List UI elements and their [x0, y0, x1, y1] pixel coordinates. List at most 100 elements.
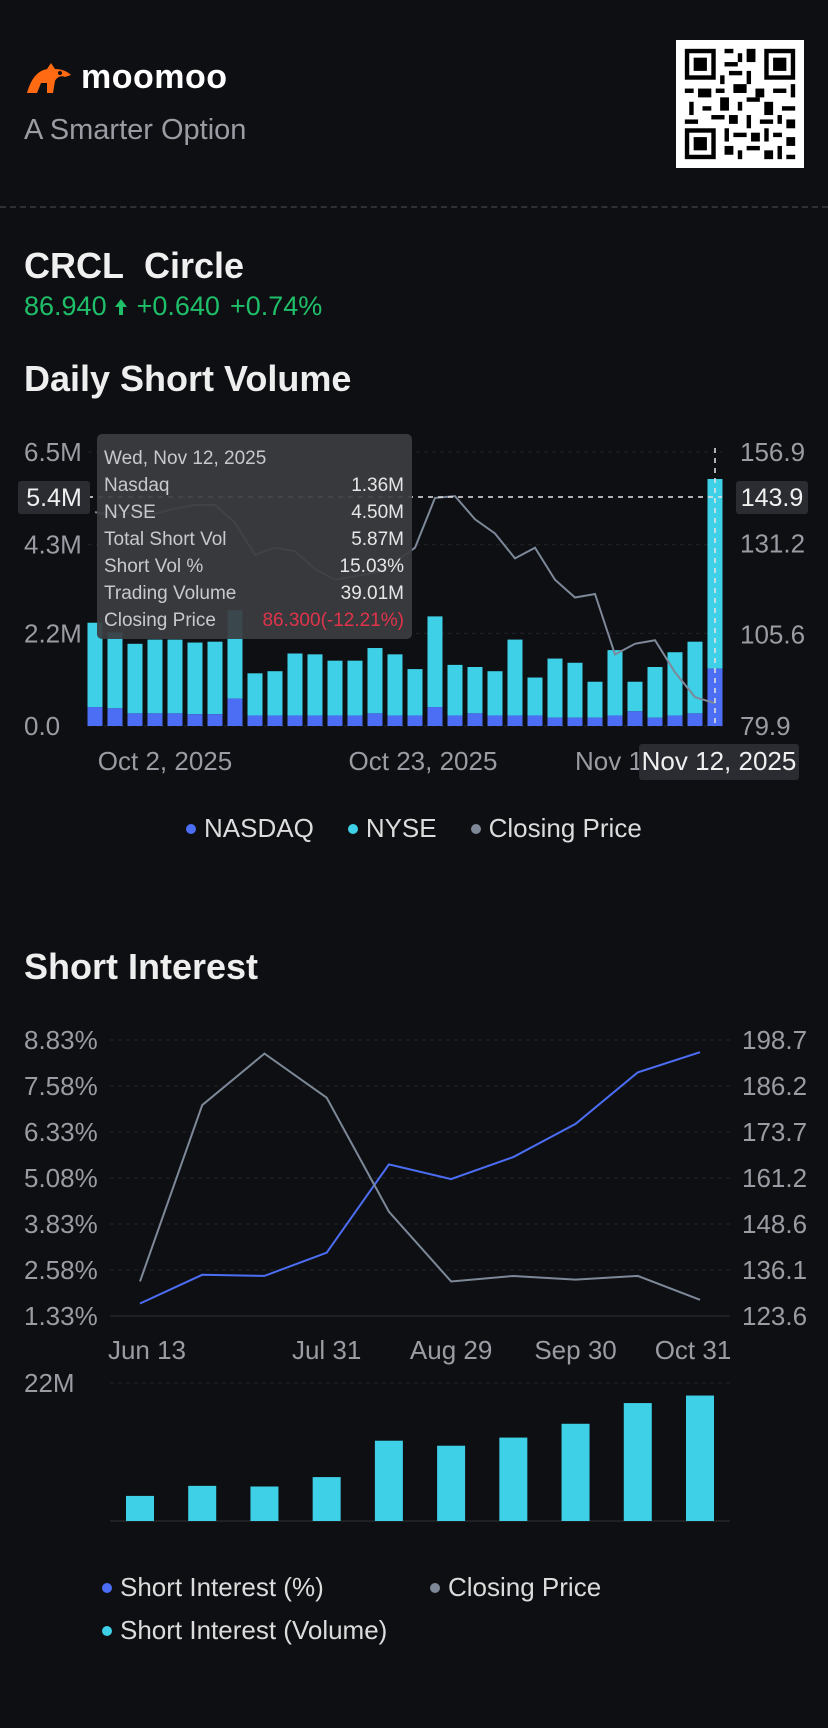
legend-dot-closing-price	[470, 823, 481, 834]
nyse-bar	[687, 641, 703, 714]
short-volume-legend: NASDAQ NYSE Closing Price	[186, 813, 642, 844]
nasdaq-bar	[107, 708, 123, 726]
nasdaq-bar	[167, 713, 183, 726]
si-y-left-tick: 7.58%	[24, 1071, 98, 1101]
si-y-right-tick: 123.6	[742, 1301, 807, 1331]
sv-x-tick: Oct 23, 2025	[349, 746, 498, 776]
nasdaq-bar	[507, 715, 523, 726]
nyse-bar	[287, 653, 303, 716]
sv-y-left-tick: 4.3M	[24, 530, 82, 560]
nyse-bar	[427, 616, 443, 708]
nyse-bar	[307, 654, 323, 716]
nyse-bar	[207, 641, 223, 715]
legend-dot-nasdaq	[186, 823, 196, 834]
nasdaq-bar	[287, 715, 303, 726]
si-x-tick: Sep 30	[534, 1335, 616, 1365]
nasdaq-bar	[207, 714, 223, 726]
tooltip-row-label: Total Short Vol	[104, 529, 227, 550]
si-x-tick: Jun 13	[108, 1335, 186, 1365]
tooltip-row-label: Short Vol %	[104, 556, 203, 577]
stock-change-pct: +0.74%	[229, 291, 323, 321]
si-y-left-tick: 3.83%	[24, 1209, 98, 1239]
legend-nyse: NYSE	[365, 813, 437, 843]
nasdaq-bar	[607, 715, 623, 726]
legend-dot-short-interest-pct	[102, 1582, 112, 1593]
nyse-bar	[267, 671, 283, 716]
nasdaq-bar	[427, 707, 443, 726]
sv-y-right-tick: 156.9	[740, 437, 805, 467]
sv-x-tick: Nov 1	[575, 746, 643, 776]
nyse-bar	[327, 660, 343, 716]
nasdaq-bar	[367, 713, 383, 726]
tooltip-row-label: Closing Price	[104, 610, 216, 631]
nyse-bar	[707, 478, 723, 669]
nasdaq-bar	[447, 715, 463, 726]
tagline: A Smarter Option	[24, 114, 247, 146]
nyse-bar	[107, 632, 123, 709]
tooltip-row-value: 39.01M	[341, 583, 404, 604]
nasdaq-bar	[707, 668, 723, 726]
nyse-bar	[247, 673, 263, 716]
nyse-bar	[147, 639, 163, 714]
legend-short-interest-volume: Short Interest (Volume)	[120, 1615, 388, 1645]
stock-change: +0.640	[136, 291, 220, 321]
legend-si-closing-price: Closing Price	[448, 1572, 602, 1602]
si-x-tick: Jul 31	[292, 1335, 361, 1365]
nyse-bar	[467, 666, 483, 714]
si-volume-y-tick: 22M	[24, 1368, 75, 1398]
si-y-right-tick: 148.6	[742, 1209, 807, 1239]
crosshair-date-label: Nov 12, 2025	[642, 746, 797, 776]
short-interest-volume-bar	[499, 1437, 528, 1521]
legend-nasdaq: NASDAQ	[204, 813, 314, 843]
tooltip-row-value: 1.36M	[351, 475, 404, 496]
crosshair-right-label-box	[736, 481, 808, 514]
nasdaq-bar	[527, 715, 543, 726]
si-y-right-tick: 173.7	[742, 1117, 807, 1147]
qr-code	[676, 40, 804, 168]
nyse-bar	[607, 650, 623, 716]
nasdaq-bar	[247, 715, 263, 726]
sv-x-tick: Oct 2, 2025	[98, 746, 232, 776]
nasdaq-bar	[227, 698, 243, 726]
nyse-bar	[547, 658, 563, 718]
nasdaq-bar	[647, 717, 663, 726]
si-y-right-tick: 198.7	[742, 1025, 807, 1055]
short-interest-volume-bar	[188, 1485, 217, 1521]
crosshair-left-label-box	[18, 481, 90, 514]
legend-closing-price: Closing Price	[488, 813, 642, 843]
nyse-bar	[447, 664, 463, 716]
tooltip-row-value: 15.03%	[340, 556, 405, 577]
nyse-bar	[487, 671, 503, 716]
si-y-left-tick: 2.58%	[24, 1255, 98, 1285]
short-volume-title: Daily Short Volume	[24, 358, 352, 399]
nasdaq-bar	[587, 717, 603, 726]
crosshair-date-label-box	[639, 744, 799, 780]
nyse-bar	[407, 669, 423, 716]
short-interest-volume-bar	[250, 1486, 279, 1521]
sv-y-right-tick: 105.6	[740, 620, 805, 650]
nasdaq-bar	[187, 714, 203, 726]
nyse-bar	[387, 654, 403, 716]
nyse-bar	[127, 643, 143, 714]
arrow-up-icon	[114, 298, 127, 315]
short-interest-pct-line	[139, 1051, 701, 1305]
tooltip-row-label: NYSE	[104, 502, 156, 523]
si-legend-item-price: Closing Price	[430, 1572, 601, 1603]
short-interest-chart: 8.83% 7.58% 6.33% 5.08% 3.83% 2.58% 1.33% 198.7…	[24, 1025, 807, 1522]
si-y-right-tick: 186.2	[742, 1071, 807, 1101]
nasdaq-bar	[347, 715, 363, 726]
nyse-bar	[667, 652, 683, 716]
nyse-bar	[647, 666, 663, 718]
sv-y-right-tick: 131.2	[740, 528, 805, 558]
nyse-bar	[367, 648, 383, 714]
nasdaq-bar	[627, 711, 643, 726]
tooltip-row-value: 86.300(-12.21%)	[262, 610, 404, 631]
sv-y-left-tick: 2.2M	[24, 618, 82, 648]
nasdaq-bar	[127, 713, 143, 726]
nasdaq-bar	[307, 715, 323, 726]
tooltip-row-value: 4.50M	[351, 502, 404, 523]
nasdaq-bar	[87, 707, 103, 726]
si-y-left-tick: 1.33%	[24, 1301, 98, 1331]
si-x-tick: Aug 29	[410, 1335, 492, 1365]
nasdaq-bar	[407, 715, 423, 726]
